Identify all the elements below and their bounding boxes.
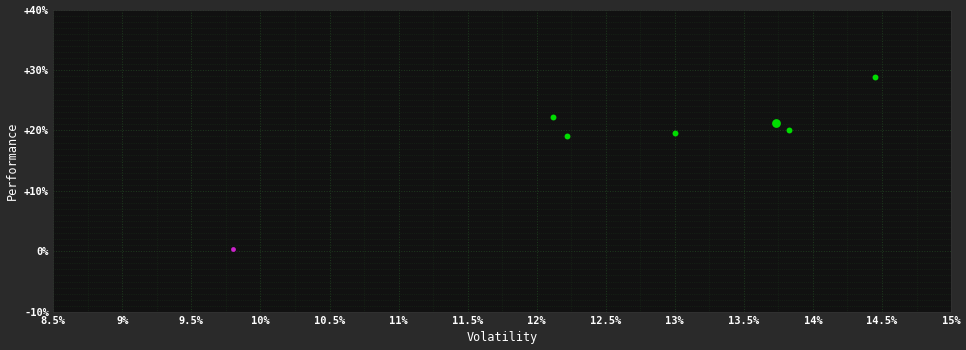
Point xyxy=(225,247,241,252)
Point xyxy=(546,114,561,120)
Point xyxy=(668,130,683,136)
Point xyxy=(559,134,575,139)
Point xyxy=(781,128,797,133)
X-axis label: Volatility: Volatility xyxy=(467,331,538,344)
Point xyxy=(768,120,783,126)
Point xyxy=(867,75,883,80)
Y-axis label: Performance: Performance xyxy=(6,121,18,200)
